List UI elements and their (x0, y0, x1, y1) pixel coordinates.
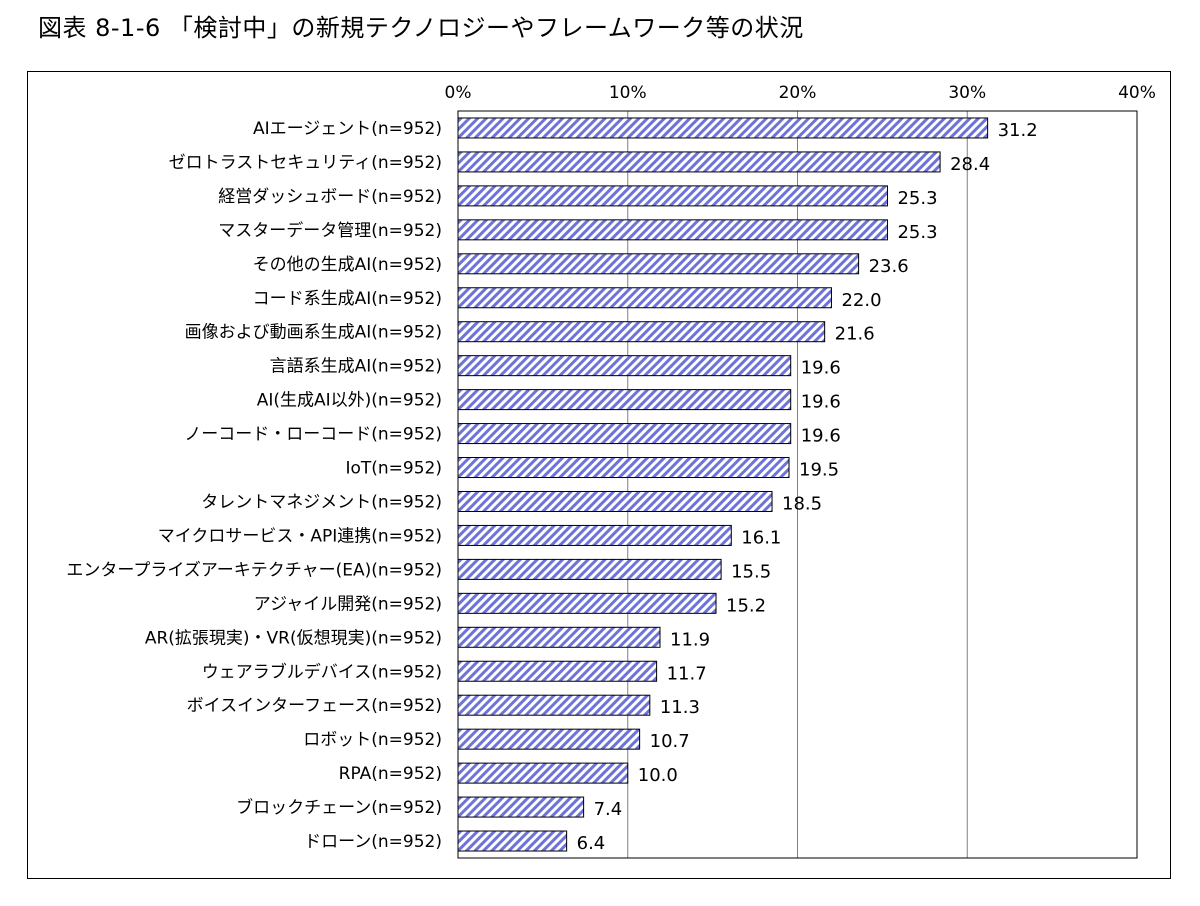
x-tick-label: 10% (609, 83, 647, 103)
x-tick-label: 20% (779, 83, 817, 103)
bar (457, 626, 661, 648)
bar (457, 389, 792, 411)
bar (457, 321, 826, 343)
bar (457, 355, 792, 377)
bar (457, 457, 790, 479)
category-label: 画像および動画系生成AI(n=952) (185, 323, 442, 343)
category-label: ドローン(n=952) (304, 832, 442, 852)
value-labels: 31.2 28.4 25.3 25.3 23.6 22.0 21.6 19.6 19.6 19.6… (577, 120, 1038, 854)
value-label: 16.1 (741, 527, 781, 548)
value-label: 11.3 (660, 697, 700, 718)
category-label: アジャイル開発(n=952) (254, 594, 442, 614)
value-label: 28.4 (950, 154, 990, 175)
category-labels: AIエージェント(n=952) ゼロトラストセキュリティ(n=952) 経営ダッシュ… (66, 119, 442, 852)
category-label: RPA(n=952) (339, 764, 442, 784)
value-label: 23.6 (869, 256, 909, 277)
category-label: マスターデータ管理(n=952) (218, 220, 442, 241)
category-label: コード系生成AI(n=952) (253, 289, 442, 309)
bar (457, 796, 585, 818)
category-label: AI(生成AI以外)(n=952) (257, 391, 442, 411)
value-label: 19.6 (801, 426, 841, 447)
value-label: 19.5 (799, 460, 839, 481)
bar (457, 524, 732, 546)
value-label: 19.6 (801, 392, 841, 413)
x-tick-label: 0% (445, 83, 472, 103)
category-label: エンタープライズアーキテクチャー(EA)(n=952) (66, 560, 442, 580)
category-label: 言語系生成AI(n=952) (270, 357, 442, 377)
x-tick-label: 30% (948, 83, 986, 103)
bar (457, 219, 888, 241)
value-label: 25.3 (897, 188, 937, 209)
chart-title: 図表 8-1-6 「検討中」の新規テクノロジーやフレームワーク等の状況 (38, 14, 804, 42)
value-label: 22.0 (841, 290, 881, 311)
x-axis-ticks: 0% 10% 20% 30% 40% (445, 83, 1156, 103)
bar (457, 762, 629, 784)
bar (457, 660, 658, 682)
bar (457, 117, 989, 139)
value-label: 11.9 (670, 629, 710, 650)
bar (457, 423, 792, 445)
bars (457, 117, 989, 852)
plot-area-border (457, 110, 1138, 859)
category-label: ブロックチェーン(n=952) (236, 797, 442, 818)
value-label: 10.7 (650, 731, 690, 752)
category-label: AR(拡張現実)・VR(仮想現実)(n=952) (145, 628, 442, 648)
bar (457, 830, 568, 852)
axis-lines (457, 110, 1138, 859)
category-label: ノーコード・ローコード(n=952) (184, 425, 442, 445)
bar (457, 558, 722, 580)
bar (457, 694, 651, 716)
value-label: 11.7 (667, 663, 707, 684)
value-label: 7.4 (594, 799, 623, 820)
value-label: 19.6 (801, 358, 841, 379)
bar (457, 490, 773, 512)
category-label: その他の生成AI(n=952) (253, 255, 442, 275)
value-label: 31.2 (998, 120, 1038, 141)
value-label: 10.0 (638, 765, 678, 786)
value-label: 15.5 (731, 561, 771, 582)
category-label: ロボット(n=952) (303, 730, 442, 750)
category-label: 経営ダッシュボード(n=952) (218, 187, 442, 207)
category-label: ゼロトラストセキュリティ(n=952) (169, 153, 442, 173)
value-label: 6.4 (577, 833, 606, 854)
category-label: マイクロサービス・API連携(n=952) (158, 526, 442, 546)
bar (457, 728, 641, 750)
bar (457, 592, 717, 614)
category-label: IoT(n=952) (345, 459, 442, 479)
bar (457, 253, 860, 275)
value-label: 21.6 (835, 324, 875, 345)
chart-frame (27, 71, 1171, 879)
value-label: 15.2 (726, 595, 766, 616)
category-label: ボイスインターフェース(n=952) (187, 696, 442, 716)
category-label: タレントマネジメント(n=952) (201, 492, 442, 512)
value-label: 25.3 (897, 222, 937, 243)
bar (457, 287, 832, 309)
bar (457, 185, 888, 207)
x-tick-label: 40% (1118, 83, 1156, 103)
category-label: AIエージェント(n=952) (253, 119, 442, 139)
category-label: ウェアラブルデバイス(n=952) (202, 661, 442, 682)
value-label: 18.5 (782, 493, 822, 514)
bar (457, 151, 941, 173)
